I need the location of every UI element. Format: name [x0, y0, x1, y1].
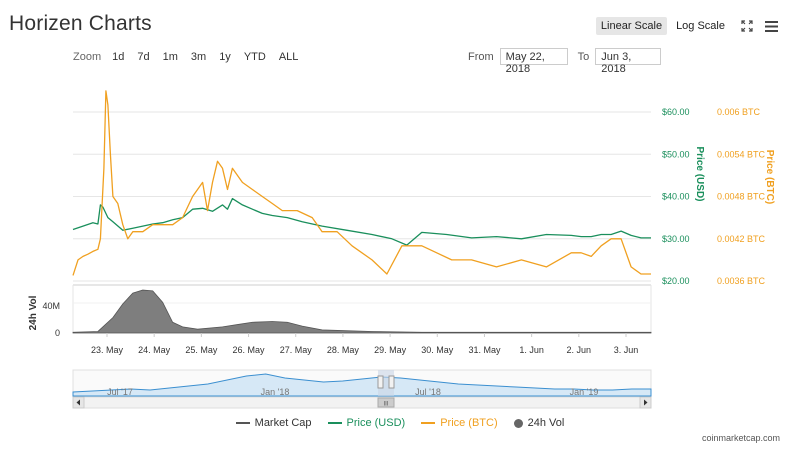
log-scale-button[interactable]: Log Scale	[676, 20, 725, 32]
usd-tick-label: $40.00	[662, 192, 690, 202]
x-tick-label: 28. May	[327, 345, 360, 355]
x-tick-label: 30. May	[421, 345, 454, 355]
from-date-input[interactable]: May 22, 2018	[499, 48, 568, 75]
zoom-1m-button[interactable]: 1m	[162, 51, 178, 63]
date-range: From May 22, 2018 To Jun 3, 2018	[468, 48, 662, 75]
vol-tick-label: 0	[55, 328, 60, 338]
vol-tick-label: 40M	[42, 301, 60, 311]
linear-scale-button[interactable]: Linear Scale	[595, 17, 668, 35]
to-label: To	[577, 50, 590, 63]
btc-tick-label: 0.0054 BTC	[717, 149, 766, 159]
price-usd-swatch	[327, 422, 342, 424]
x-tick-label: 25. May	[185, 345, 218, 355]
btc-axis-title: Price (BTC)	[764, 150, 775, 204]
legend-24h-vol[interactable]: 24h Vol	[513, 417, 565, 429]
legend-price-usd-label: Price (USD)	[346, 417, 406, 429]
x-tick-label: 2. Jun	[567, 345, 592, 355]
scrollbar-left-arrow-icon	[76, 399, 80, 406]
x-tick-label: 24. May	[138, 345, 171, 355]
x-tick-label: 1. Jun	[519, 345, 544, 355]
zoom-all-button[interactable]: ALL	[278, 51, 299, 63]
page-title: Horizen Charts	[9, 12, 152, 35]
usd-axis-title: Price (USD)	[694, 146, 705, 201]
from-label: From	[468, 50, 494, 63]
credit-link[interactable]: coinmarketcap.com	[701, 433, 780, 443]
legend-market-cap[interactable]: Market Cap	[235, 417, 312, 429]
navigator-left-handle[interactable]	[377, 375, 384, 389]
scrollbar-thumb[interactable]	[377, 397, 395, 408]
menu-icon[interactable]	[764, 19, 778, 33]
zoom-label: Zoom	[73, 51, 102, 63]
legend-price-btc[interactable]: Price (BTC)	[421, 417, 498, 429]
scale-controls: Linear Scale Log Scale	[595, 17, 778, 35]
x-tick-label: 3. Jun	[614, 345, 639, 355]
vol-swatch	[513, 418, 523, 428]
vol-axis: 0 40M	[42, 301, 60, 338]
to-date-input[interactable]: Jun 3, 2018	[595, 48, 662, 75]
usd-tick-label: $20.00	[662, 276, 690, 286]
zoom-1d-button[interactable]: 1d	[112, 51, 125, 63]
btc-axis: 0.0036 BTC 0.0042 BTC 0.0048 BTC 0.0054 BTC…	[717, 107, 766, 286]
navigator-right-handle[interactable]	[388, 375, 395, 389]
vol-series-area	[72, 289, 652, 334]
navigator-label-jan18: Jan '18	[261, 387, 290, 397]
price-btc-line	[72, 90, 651, 276]
zoom-ytd-button[interactable]: YTD	[243, 51, 266, 63]
btc-tick-label: 0.006 BTC	[717, 107, 761, 117]
legend-price-usd[interactable]: Price (USD)	[327, 417, 406, 429]
btc-tick-label: 0.0036 BTC	[717, 276, 766, 286]
x-tick-label: 29. May	[374, 345, 407, 355]
price-usd-line	[72, 197, 651, 246]
x-tick-label: 27. May	[280, 345, 313, 355]
usd-tick-label: $60.00	[662, 107, 690, 117]
vol-axis-title: 24h Vol	[28, 295, 39, 330]
navigator-label-jul18: Jul '18	[415, 387, 441, 397]
navigator-scrollbar[interactable]: III	[72, 396, 652, 409]
usd-tick-label: $50.00	[662, 149, 690, 159]
btc-tick-label: 0.0042 BTC	[717, 234, 766, 244]
zoom-bar: Zoom 1d 7d 1m 3m 1y YTD ALL	[73, 50, 303, 64]
legend: Market Cap Price (USD) Price (BTC) 24h V…	[0, 417, 800, 429]
price-btc-swatch	[421, 422, 436, 424]
legend-price-btc-label: Price (BTC)	[440, 417, 498, 429]
zoom-7d-button[interactable]: 7d	[137, 51, 150, 63]
scrollbar-right-arrow-icon	[644, 399, 648, 406]
scrollbar-thumb-grip: III	[383, 402, 388, 408]
legend-vol-label: 24h Vol	[527, 417, 565, 429]
btc-tick-label: 0.0048 BTC	[717, 192, 766, 202]
x-tick-label: 23. May	[91, 345, 124, 355]
zoom-3m-button[interactable]: 3m	[190, 51, 207, 63]
fullscreen-icon[interactable]	[740, 19, 754, 33]
navigator-label-jan19: Jan '19	[570, 387, 599, 397]
price-lines	[72, 90, 651, 276]
navigator[interactable]: Jul '17 Jan '18 Jul '18 Jan '19	[72, 369, 652, 397]
x-tick-label: 31. May	[468, 345, 501, 355]
navigator-series	[72, 373, 652, 397]
scrollbar-track[interactable]	[72, 396, 652, 409]
x-tick-label: 26. May	[233, 345, 266, 355]
market-cap-swatch	[235, 422, 250, 424]
volume-area	[72, 289, 652, 334]
usd-axis: $20.00 $30.00 $40.00 $50.00 $60.00	[662, 107, 690, 286]
legend-market-cap-label: Market Cap	[254, 417, 312, 429]
usd-tick-label: $30.00	[662, 234, 690, 244]
navigator-label-jul17: Jul '17	[107, 387, 133, 397]
x-axis: 23. May 24. May 25. May 26. May 27. May 28. M…	[91, 333, 638, 355]
zoom-1y-button[interactable]: 1y	[219, 51, 231, 63]
